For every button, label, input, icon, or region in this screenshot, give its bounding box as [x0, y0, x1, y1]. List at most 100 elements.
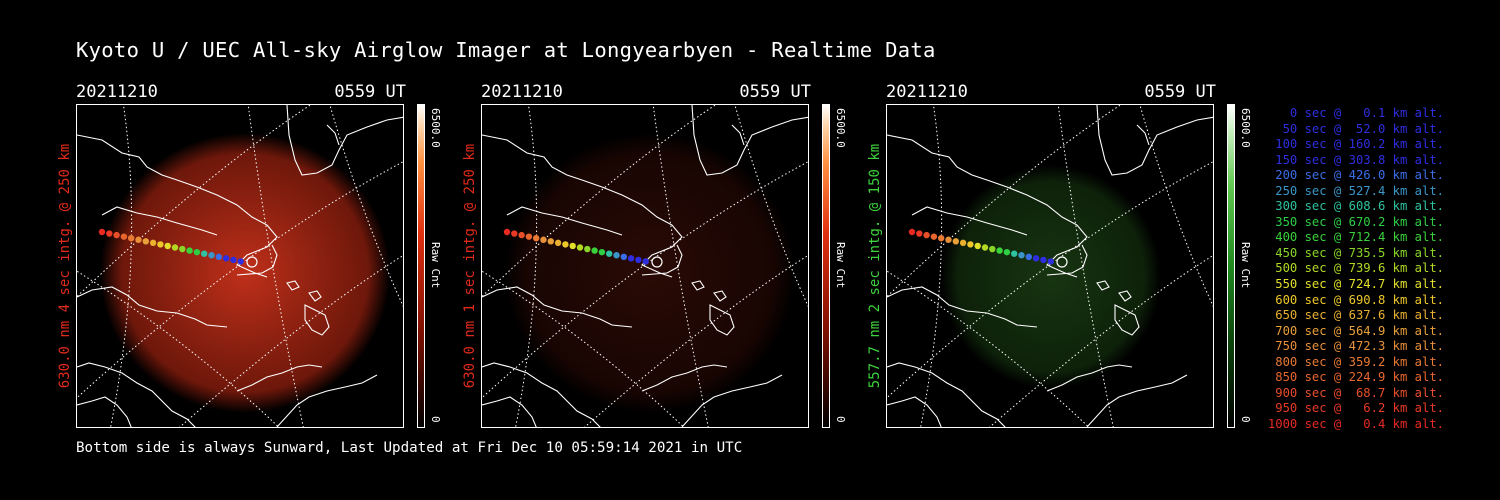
colorbar-max: 6500.0 [429, 108, 442, 148]
trajectory-point [989, 245, 996, 253]
legend-entry: 250 sec @ 527.4 km alt. [1275, 183, 1444, 198]
trajectory-point [576, 244, 584, 251]
legend-entry: 1000 sec @ 0.4 km alt. [1267, 416, 1444, 431]
trajectory-point [1032, 255, 1040, 262]
sky-map [77, 105, 403, 427]
station-marker [246, 256, 258, 268]
trajectory-point [186, 247, 193, 254]
trajectory-point [113, 231, 120, 239]
legend-entry: 850 sec @ 224.9 km alt. [1275, 370, 1444, 385]
trajectory-point [1040, 256, 1047, 264]
trajectory-point [518, 231, 525, 239]
panel-time: 0559 UT [739, 82, 811, 102]
trajectory-point [149, 239, 157, 247]
trajectory-point [598, 248, 606, 256]
legend-entry: 350 sec @ 670.2 km alt. [1275, 214, 1444, 229]
trajectory-point [620, 253, 627, 260]
panel-wavelength-label: 630.0 nm 1 sec intg. @ 250 km [462, 143, 478, 389]
map-grid [887, 105, 1213, 427]
trajectory-point [171, 244, 179, 251]
panel-time: 0559 UT [334, 82, 406, 102]
trajectory-point [945, 236, 952, 243]
panel-wavelength-label: 557.7 nm 2 sec intg. @ 150 km [867, 143, 883, 389]
legend-entry: 550 sec @ 724.7 km alt. [1275, 277, 1444, 292]
trajectory-legend: 0 sec @ 0.1 km alt. 50 sec @ 52.0 km alt.… [1240, 106, 1444, 432]
all-sky-image [481, 104, 809, 428]
trajectory-point [606, 250, 613, 257]
legend-entry: 750 sec @ 472.3 km alt. [1275, 339, 1444, 354]
colorbar-min: 0 [1239, 416, 1252, 423]
trajectory-point [996, 247, 1003, 254]
panel-wavelength-label: 630.0 nm 4 sec intg. @ 250 km [57, 143, 73, 389]
trajectory-point [511, 230, 518, 237]
footer-note: Bottom side is always Sunward, Last Upda… [76, 440, 743, 456]
legend-entry: 800 sec @ 359.2 km alt. [1275, 354, 1444, 369]
legend-entry: 650 sec @ 637.6 km alt. [1275, 308, 1444, 323]
map-grid [77, 105, 403, 427]
airglow-emission [100, 133, 390, 413]
legend-entry: 100 sec @ 160.2 km alt. [1275, 137, 1444, 152]
legend-entry: 0 sec @ 0.1 km alt. [1289, 106, 1444, 120]
legend-entry: 600 sec @ 690.8 km alt. [1275, 292, 1444, 307]
panel-date: 20211210 [886, 82, 968, 102]
legend-entry: 900 sec @ 68.7 km alt. [1275, 385, 1444, 400]
trajectory-point [135, 236, 142, 243]
colorbar [417, 104, 425, 428]
trajectory-point [1003, 248, 1011, 256]
trajectory-point [967, 241, 974, 248]
trajectory-point [230, 256, 237, 264]
page-title: Kyoto U / UEC All-sky Airglow Imager at … [76, 38, 936, 62]
trajectory-point [908, 228, 916, 236]
legend-entry: 950 sec @ 6.2 km alt. [1275, 401, 1444, 416]
legend-entry: 700 sec @ 564.9 km alt. [1275, 323, 1444, 338]
airglow-emission [941, 165, 1161, 389]
airglow-emission [505, 133, 795, 413]
all-sky-image [76, 104, 404, 428]
legend-entry: 450 sec @ 735.5 km alt. [1275, 245, 1444, 260]
legend-entry: 200 sec @ 426.0 km alt. [1275, 168, 1444, 183]
trajectory-point [1025, 253, 1032, 260]
colorbar [822, 104, 830, 428]
trajectory-point [193, 248, 201, 256]
trajectory-point [916, 230, 923, 237]
trajectory-point [938, 235, 945, 242]
legend-entry: 50 sec @ 52.0 km alt. [1282, 121, 1444, 136]
coastline [887, 105, 1213, 427]
colorbar-unit: Raw Cnt [1239, 242, 1252, 289]
trajectory-point [222, 255, 230, 262]
trajectory-point [540, 236, 547, 243]
trajectory-point [525, 233, 533, 240]
colorbar [1227, 104, 1235, 428]
trajectory-point [635, 256, 642, 264]
trajectory-point [208, 252, 215, 259]
sky-map [887, 105, 1213, 427]
colorbar-max: 6500.0 [834, 108, 847, 148]
trajectory-point [1018, 252, 1025, 259]
trajectory-point [120, 233, 128, 240]
trajectory-point [959, 239, 967, 247]
panel-time: 0559 UT [1144, 82, 1216, 102]
trajectory-point [503, 228, 511, 236]
station-marker [1056, 256, 1068, 268]
airglow-panel-630-4s: 20211210 0559 UT 630.0 nm 4 sec intg. @ … [57, 82, 496, 442]
legend-entry: 300 sec @ 608.6 km alt. [1275, 199, 1444, 214]
map-grid [482, 105, 808, 427]
trajectory-point [930, 233, 938, 240]
trajectory-point [642, 258, 649, 265]
trajectory-point [179, 245, 186, 253]
trajectory-point [215, 253, 222, 260]
coastline [482, 105, 808, 427]
all-sky-image [886, 104, 1214, 428]
panel-date: 20211210 [481, 82, 563, 102]
trajectory-point [128, 235, 135, 242]
trajectory-point [157, 241, 164, 248]
sky-map [482, 105, 808, 427]
trajectory-point [569, 242, 576, 250]
trajectory-point [142, 238, 149, 245]
airglow-panel-630-1s: 20211210 0559 UT 630.0 nm 1 sec intg. @ … [462, 82, 901, 442]
colorbar-unit: Raw Cnt [834, 242, 847, 289]
trajectory-point [562, 241, 569, 248]
legend-entry: 150 sec @ 303.8 km alt. [1275, 152, 1444, 167]
trajectory-point [584, 245, 591, 253]
trajectory-point [974, 242, 981, 250]
